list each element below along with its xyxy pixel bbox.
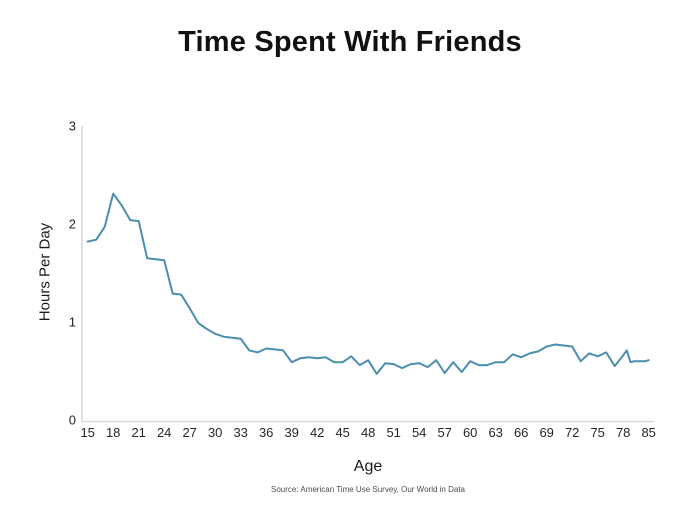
- x-tick-label: 75: [590, 425, 604, 440]
- x-tick-label: 72: [565, 425, 579, 440]
- y-tick-label: 2: [69, 217, 76, 232]
- x-tick-label: 66: [514, 425, 528, 440]
- x-tick-label: 63: [488, 425, 502, 440]
- x-tick-label: 18: [106, 425, 120, 440]
- x-tick-label: 57: [437, 425, 451, 440]
- y-tick-label: 0: [69, 413, 76, 428]
- x-axis-title: Age: [353, 458, 383, 475]
- chart-title: Time Spent With Friends: [178, 26, 522, 58]
- y-tick-label: 1: [69, 315, 76, 330]
- x-tick-label: 45: [335, 425, 349, 440]
- x-tick-label: 15: [80, 425, 94, 440]
- source-note: Source: American Time Use Survey, Our Wo…: [271, 485, 465, 494]
- x-tick-label: 36: [259, 425, 273, 440]
- y-tick-label: 3: [69, 119, 76, 134]
- x-tick-label: 42: [310, 425, 324, 440]
- x-tick-label: 21: [131, 425, 145, 440]
- x-tick-label: 27: [182, 425, 196, 440]
- x-tick-label: 54: [412, 425, 426, 440]
- x-tick-label: 85: [641, 425, 655, 440]
- x-tick-label: 78: [616, 425, 630, 440]
- x-tick-label: 39: [284, 425, 298, 440]
- x-tick-label: 60: [463, 425, 477, 440]
- data-line-series: [86, 192, 650, 375]
- x-tick-label: 51: [386, 425, 400, 440]
- x-tick-label: 33: [233, 425, 247, 440]
- x-tick-label: 24: [157, 425, 171, 440]
- x-tick-label: 30: [208, 425, 222, 440]
- x-tick-label: 69: [539, 425, 553, 440]
- x-tick-label: 48: [361, 425, 375, 440]
